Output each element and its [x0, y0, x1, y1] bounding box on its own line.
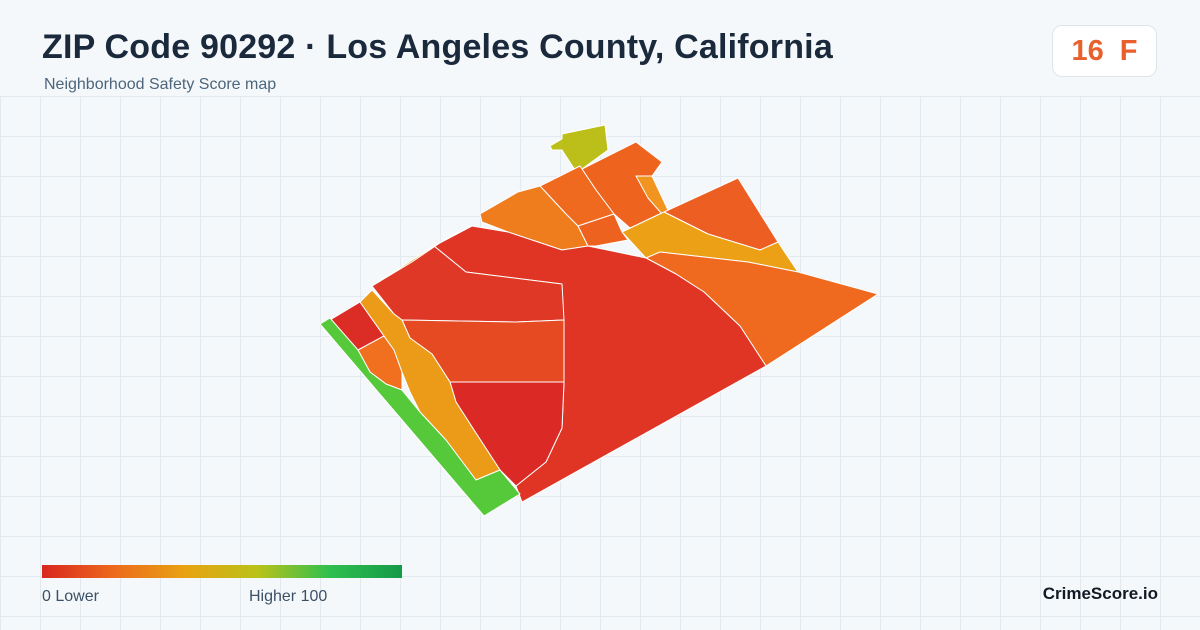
- legend-color-scale: [42, 565, 402, 578]
- header-band: [0, 0, 1200, 96]
- legend-low-label: 0 Lower: [42, 588, 99, 605]
- score-grade: F: [1119, 34, 1138, 67]
- map-region-north-tip-tract[interactable]: [549, 124, 609, 171]
- score-value: 16: [1071, 34, 1104, 67]
- page-title: ZIP Code 90292 · Los Angeles County, Cal…: [42, 28, 833, 66]
- page-subtitle: Neighborhood Safety Score map: [44, 76, 277, 93]
- map-region-north-amber-sliver[interactable]: [371, 231, 461, 287]
- score-badge: 16 F: [1052, 25, 1157, 77]
- map-region-coastal-amber-strip[interactable]: [359, 289, 501, 481]
- map-region-beach-green-strip[interactable]: [319, 317, 521, 517]
- brand-logo-text: CrimeScore.io: [1042, 584, 1158, 603]
- legend-high-label: Higher 100: [249, 588, 328, 605]
